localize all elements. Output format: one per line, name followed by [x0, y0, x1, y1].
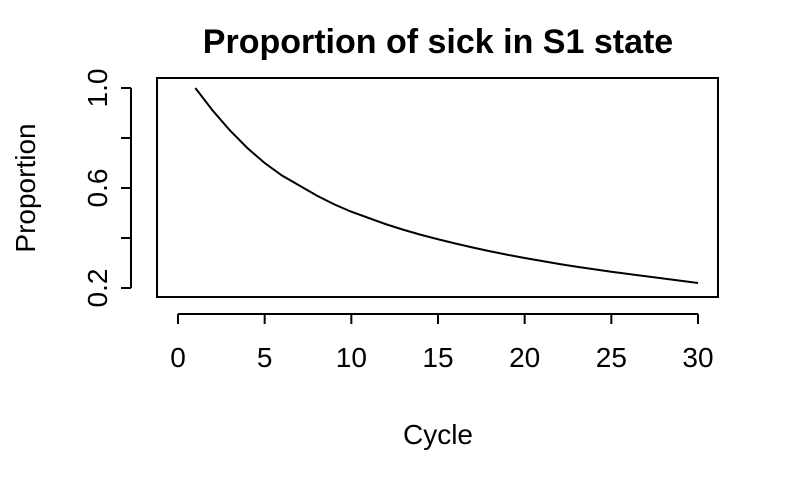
y-tick-label: 0.6 [82, 169, 113, 208]
y-tick-label: 1.0 [82, 69, 113, 108]
x-tick-label: 5 [257, 342, 273, 373]
y-axis-label: Proportion [10, 123, 41, 252]
series-line [194, 87, 699, 284]
x-tick-label: 25 [596, 342, 627, 373]
x-axis-label: Cycle [403, 419, 473, 450]
x-tick-label: 20 [509, 342, 540, 373]
x-axis: 0 5 10 15 20 25 30 [170, 313, 714, 373]
x-tick-label: 30 [682, 342, 713, 373]
x-tick-label: 0 [170, 342, 186, 373]
y-axis: 0.2 0.6 1.0 [82, 69, 132, 308]
series-layer [194, 87, 699, 284]
plot-frame [156, 77, 719, 298]
x-tick-label: 10 [336, 342, 367, 373]
x-tick-label: 15 [422, 342, 453, 373]
y-tick-label: 0.2 [82, 269, 113, 308]
chart-title: Proportion of sick in S1 state [203, 23, 673, 61]
